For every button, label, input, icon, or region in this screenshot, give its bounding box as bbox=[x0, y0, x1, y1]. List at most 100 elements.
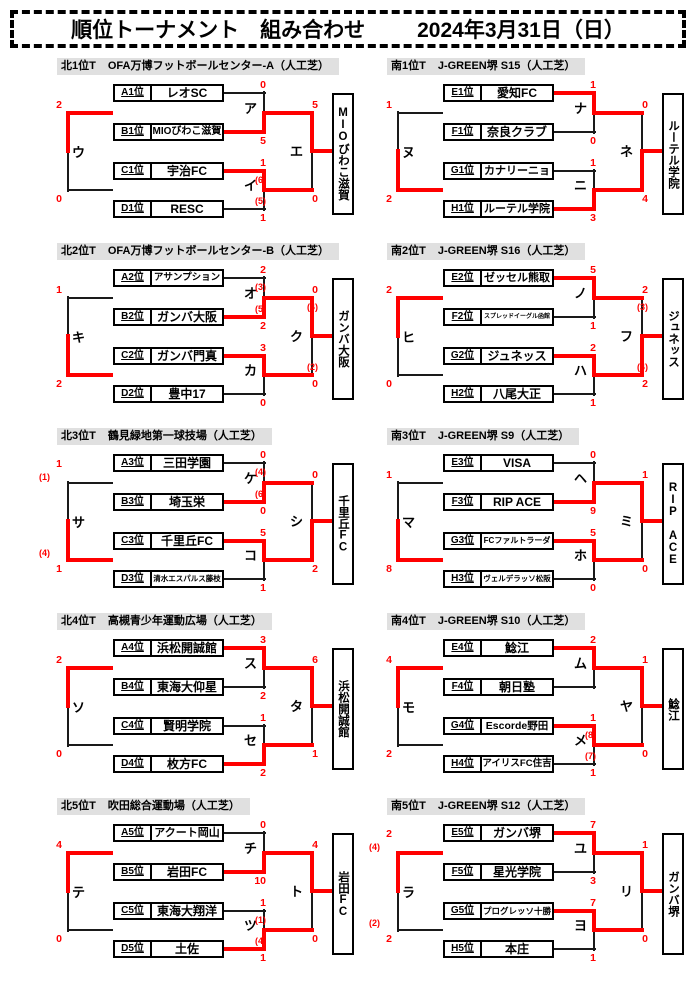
team-seed: E4位 bbox=[445, 641, 482, 655]
team-box: H1位 ルーテル学院 bbox=[443, 200, 554, 218]
line-segment bbox=[66, 334, 70, 377]
line-segment bbox=[396, 666, 400, 708]
line-segment bbox=[67, 149, 69, 192]
team-seed: H2位 bbox=[445, 387, 482, 401]
line-segment bbox=[263, 276, 265, 300]
team-name: 千里丘FC bbox=[161, 534, 213, 548]
team-name: スプレッドイーグル函館 bbox=[483, 314, 550, 320]
match-score: 10 bbox=[254, 875, 266, 887]
match-score: 0 bbox=[260, 819, 266, 831]
match-score: 2 bbox=[260, 264, 266, 276]
team-seed: D3位 bbox=[115, 572, 152, 586]
team-seed: A3位 bbox=[115, 456, 152, 470]
line-segment bbox=[68, 482, 113, 484]
line-segment bbox=[554, 462, 596, 464]
team-seed: G5位 bbox=[445, 904, 482, 918]
team-name: ガンバ門真 bbox=[156, 349, 217, 363]
line-segment bbox=[264, 558, 314, 562]
line-segment bbox=[398, 929, 443, 931]
line-segment bbox=[594, 928, 644, 932]
team-seed: C1位 bbox=[115, 164, 152, 178]
bracket-venue: J-GREEN堺 S15（人工芝） bbox=[437, 60, 576, 72]
team-name: 埼玉栄 bbox=[168, 495, 205, 509]
line-segment bbox=[397, 889, 399, 932]
team-name: 奈良クラブ bbox=[486, 125, 547, 139]
match-score: 0 bbox=[260, 79, 266, 91]
bracket-north-2: 北2位T OFA万博フットボールセンター-B（人工芝） A2位 アサンプション B2位ガ… bbox=[55, 243, 355, 415]
line-segment bbox=[312, 149, 332, 153]
line-segment bbox=[264, 928, 314, 932]
line-segment bbox=[68, 929, 113, 931]
team-box: F3位 RIP ACE bbox=[443, 493, 554, 511]
line-segment bbox=[398, 558, 443, 562]
line-segment bbox=[224, 762, 266, 766]
match-label: リ bbox=[620, 884, 634, 899]
team-seed: H1位 bbox=[445, 202, 482, 216]
team-box: E2位 ゼッセル熊取 bbox=[443, 269, 554, 287]
line-segment bbox=[224, 870, 266, 874]
line-segment bbox=[642, 519, 662, 523]
team-box: B2位 ガンバ大阪 bbox=[113, 308, 224, 326]
line-segment bbox=[397, 334, 399, 377]
line-segment bbox=[311, 481, 313, 523]
match-score: 2 bbox=[642, 284, 648, 296]
team-seed: G3位 bbox=[445, 534, 482, 548]
line-segment bbox=[593, 461, 595, 485]
match-score: 5 bbox=[312, 99, 318, 111]
line-segment bbox=[224, 725, 266, 727]
match-label: ス bbox=[243, 656, 257, 671]
match-score: 9 bbox=[590, 505, 596, 517]
match-score: 1 bbox=[56, 458, 62, 470]
line-segment bbox=[224, 130, 266, 134]
team-name: 土佐 bbox=[174, 942, 199, 956]
line-segment bbox=[554, 354, 596, 358]
team-name: カナリーニョ bbox=[484, 165, 550, 177]
line-segment bbox=[592, 724, 596, 747]
line-segment bbox=[310, 296, 314, 338]
match-label: ナ bbox=[573, 101, 587, 116]
bracket-header: 南5位T J-GREEN堺 S12（人工芝） bbox=[387, 798, 586, 815]
team-seed: D1位 bbox=[115, 202, 152, 216]
match-label: テ bbox=[72, 885, 86, 900]
team-seed: H5位 bbox=[445, 942, 482, 956]
match-label: シ bbox=[290, 514, 304, 529]
match-label: ホ bbox=[573, 548, 587, 563]
match-label: ミ bbox=[620, 514, 634, 529]
bracket-title: 北3位T bbox=[61, 430, 96, 442]
team-name: 八尾大正 bbox=[492, 387, 541, 401]
line-segment bbox=[263, 461, 265, 485]
bracket-south-1: 南1位T J-GREEN堺 S15（人工芝） E1位 愛知FC F1位 奈良クラブ G1位カ… bbox=[385, 58, 685, 230]
match-score: 2 bbox=[56, 378, 62, 390]
match-score: 1 bbox=[56, 563, 62, 575]
line-segment bbox=[262, 296, 266, 319]
team-name: FCファルトラーダ bbox=[483, 536, 551, 545]
team-box: B1位 MIOびわこ滋賀 bbox=[113, 123, 224, 141]
bracket-south-3: 南3位T J-GREEN堺 S9（人工芝） E3位 VISA F3位 RIP ACE G3位… bbox=[385, 428, 685, 600]
match-score: 4 bbox=[312, 839, 318, 851]
tournament-title-box: 順位トーナメント 組み合わせ 2024年3月31日（日） bbox=[10, 10, 686, 48]
pk-score: (1) bbox=[255, 915, 266, 925]
match-label: ク bbox=[290, 329, 304, 344]
match-score: 1 bbox=[590, 712, 596, 724]
match-score: 0 bbox=[56, 933, 62, 945]
match-score: 0 bbox=[260, 397, 266, 409]
line-segment bbox=[593, 743, 595, 766]
line-segment bbox=[224, 92, 266, 94]
line-segment bbox=[642, 334, 662, 338]
team-name: VISA bbox=[502, 456, 531, 470]
line-segment bbox=[554, 316, 596, 318]
line-segment bbox=[592, 646, 596, 670]
match-label: ケ bbox=[243, 471, 257, 486]
bracket-north-3: 北3位T 鶴見緑地第一球技場（人工芝） A3位 三田学園 B3位 埼玉栄 C3位 千里丘FC D… bbox=[39, 428, 355, 600]
team-box: A2位 アサンプション bbox=[113, 269, 224, 287]
line-segment bbox=[67, 889, 69, 932]
team-seed: C3位 bbox=[115, 534, 152, 548]
team-seed: F3位 bbox=[445, 495, 482, 509]
line-segment bbox=[224, 910, 266, 912]
match-score: 2 bbox=[642, 378, 648, 390]
line-segment bbox=[642, 704, 662, 708]
match-score: 4 bbox=[386, 654, 392, 666]
team-name: プログレッソ十勝 bbox=[482, 906, 551, 916]
bracket-header: 北2位T OFA万博フットボールセンター-B（人工芝） bbox=[57, 243, 340, 260]
team-box: B5位 岩田FC bbox=[113, 863, 224, 881]
